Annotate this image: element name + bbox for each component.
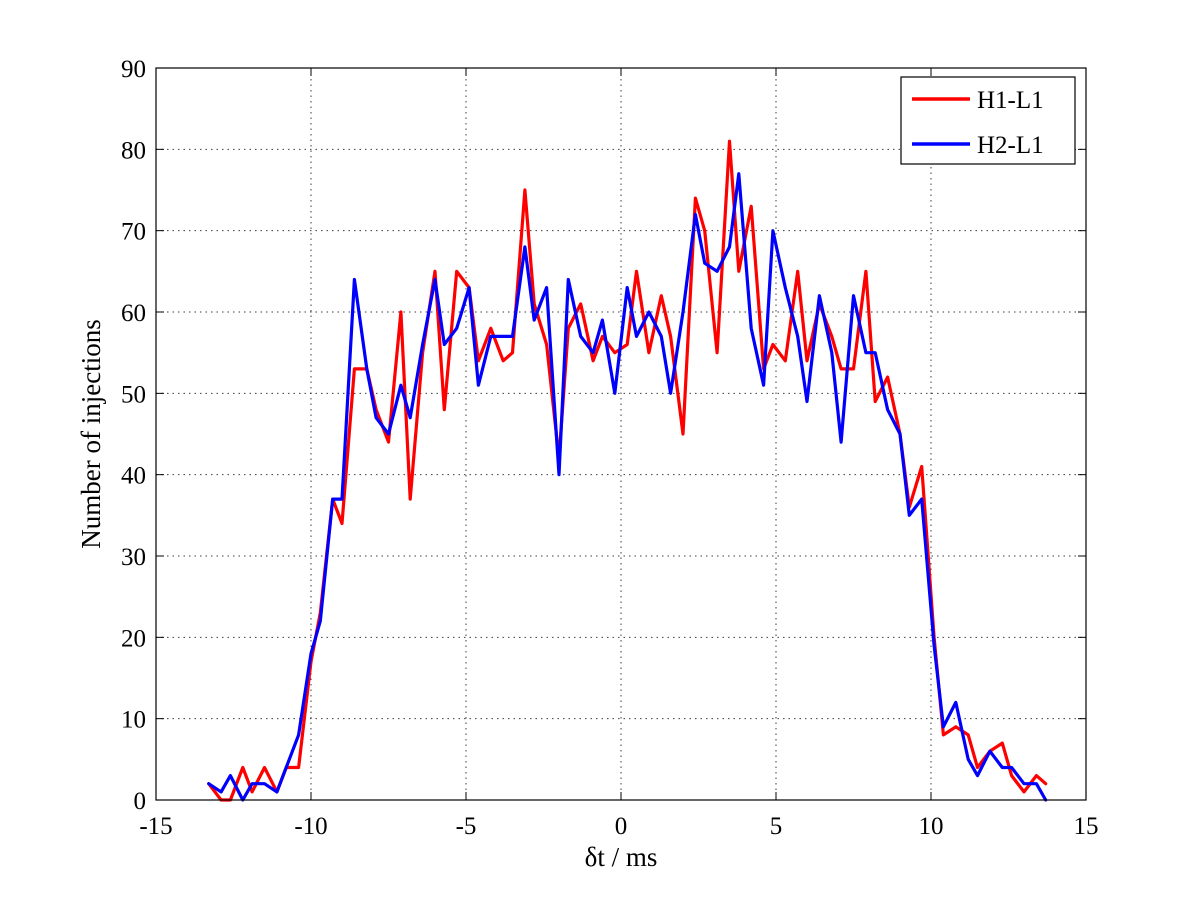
legend-label-h2-l1: H2-L1 (977, 132, 1044, 159)
x-tick-label: 10 (919, 813, 944, 840)
y-tick-label: 0 (134, 788, 147, 815)
legend: H1-L1 H2-L1 (900, 76, 1076, 165)
legend-box (900, 76, 1076, 165)
y-tick-label: 40 (121, 463, 146, 490)
x-tick-label: -15 (139, 813, 172, 840)
y-tick-label: 50 (121, 381, 146, 408)
y-axis-label: Number of injections (76, 319, 106, 548)
y-tick-label: 70 (121, 219, 146, 246)
y-tick-label: 60 (121, 300, 146, 327)
y-tick-label: 20 (121, 625, 146, 652)
x-tick-label: 5 (770, 813, 783, 840)
x-axis-label: δt / ms (585, 842, 658, 872)
grid (156, 68, 1086, 800)
y-tick-label: 80 (121, 137, 146, 164)
tick-labels: -15 -10 -5 0 5 10 15 0 10 20 30 40 50 60 70 80 90 (121, 56, 1099, 840)
y-tick-label: 10 (121, 707, 146, 734)
series-layer (207, 139, 1048, 802)
legend-label-h1-l1: H1-L1 (977, 87, 1044, 114)
series-line-h2-l1 (207, 172, 1048, 802)
axis-ticks (155, 67, 1087, 801)
x-tick-label: -10 (294, 813, 327, 840)
x-tick-label: 0 (615, 813, 628, 840)
x-tick-label: 15 (1074, 813, 1099, 840)
y-tick-label: 30 (121, 544, 146, 571)
x-tick-label: -5 (456, 813, 477, 840)
y-tick-label: 90 (121, 56, 146, 83)
